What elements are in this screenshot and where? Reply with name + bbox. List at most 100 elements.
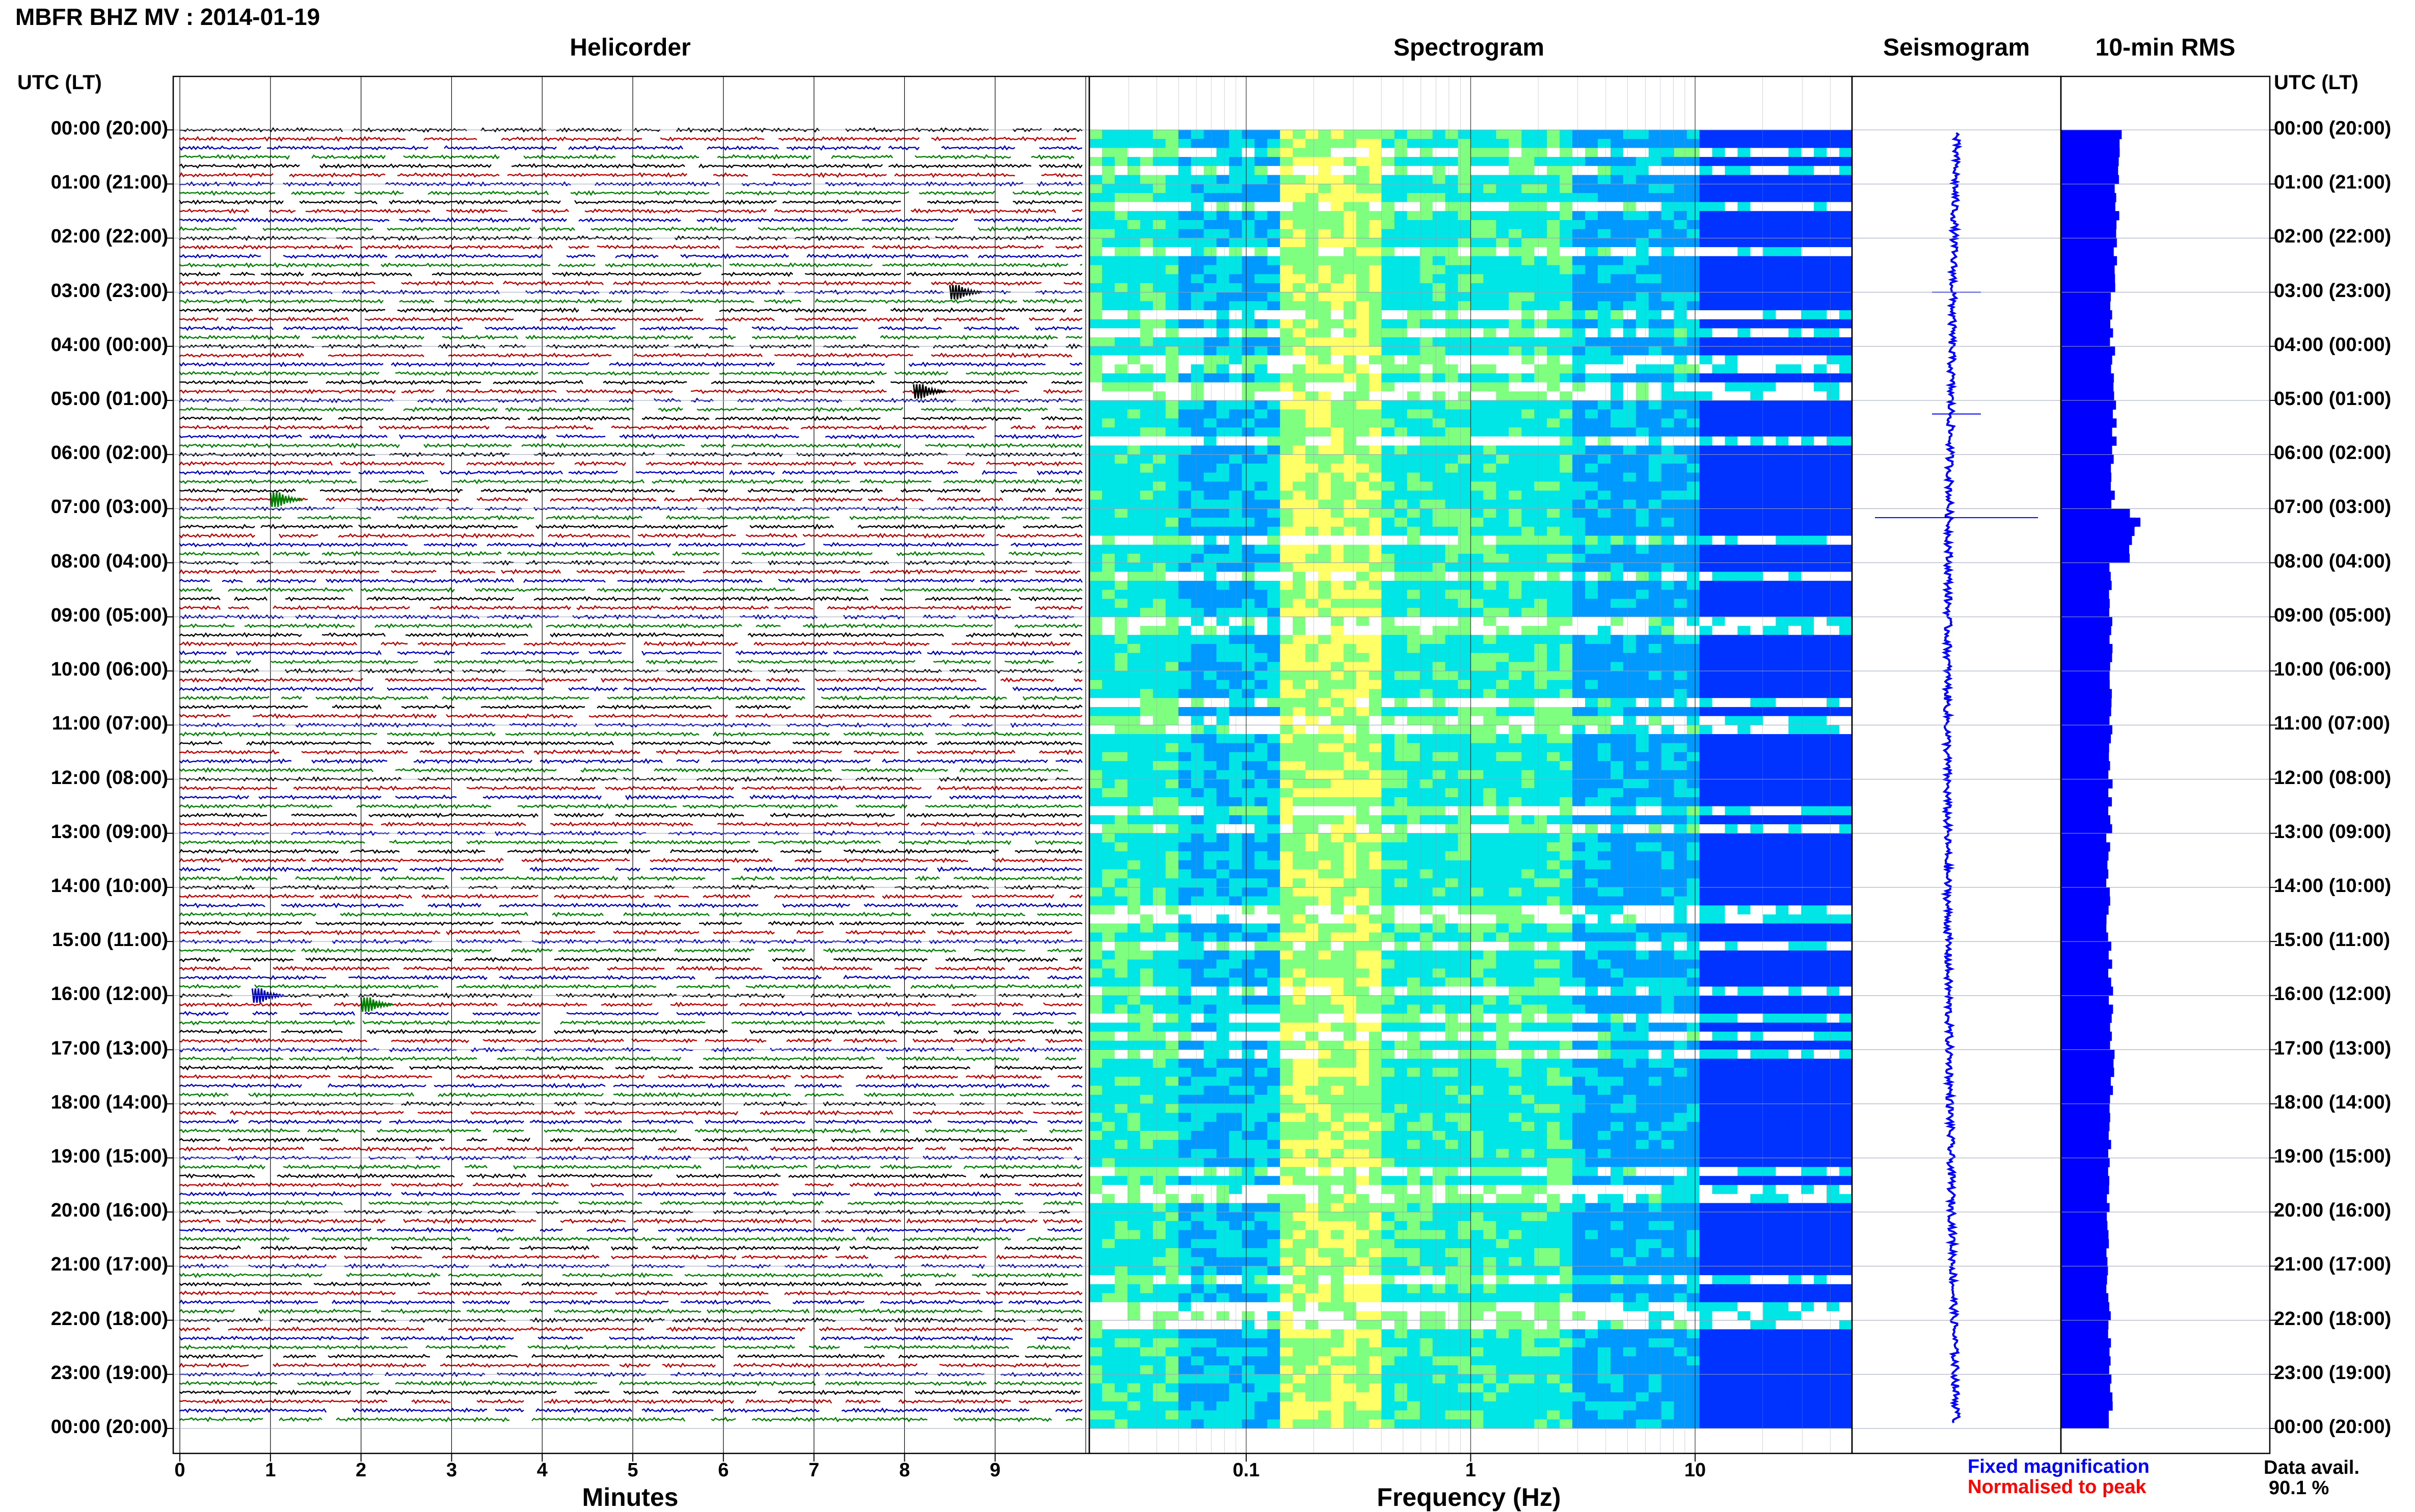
spectrogram-cell [1598,671,1611,681]
spectrogram-cell [1750,265,1763,275]
spectrogram-cell [1229,635,1242,644]
spectrogram-cell [1152,400,1166,410]
spectrogram-cell [1369,310,1382,320]
spectrogram-cell [1242,589,1255,599]
spectrogram-cell [1623,833,1636,843]
spectrogram-cell [1318,130,1331,140]
spectrogram-cell [1152,346,1166,356]
spectrogram-cell [1293,770,1306,779]
spectrogram-cell [1280,725,1293,735]
spectrogram-cell [1152,238,1166,248]
spectrogram-cell [1827,761,1840,771]
spectrogram-cell [1483,698,1496,708]
spectrogram-cell [1699,734,1713,744]
spectrogram-cell [1839,716,1853,725]
spectrogram-cell [1242,581,1255,590]
spectrogram-cell [1432,265,1446,275]
spectrogram-cell [1547,644,1560,654]
spectrogram-cell [1674,680,1687,689]
spectrogram-cell [1445,842,1459,852]
spectrogram-cell [1776,130,1789,140]
spectrogram-cell [1458,175,1471,184]
spectrogram-cell [1560,842,1573,852]
spectrogram-cell [1648,734,1662,744]
spectrogram-cell [1089,535,1103,545]
spectrogram-cell [1585,608,1598,617]
spectrogram-cell [1178,526,1192,536]
spectrogram-cell [1814,211,1827,221]
spectrogram-cell [1470,689,1484,698]
spectrogram-cell [1534,770,1547,779]
spectrogram-cell [1483,193,1496,202]
spectrogram-cell [1178,409,1192,419]
spectrogram-cell [1598,202,1611,211]
spectrogram-cell [1102,292,1115,302]
spectrogram-cell [1381,779,1395,789]
spectrogram-cell [1699,220,1713,230]
spectrogram-cell [1699,238,1713,248]
spectrogram-cell [1432,608,1446,617]
spectrogram-cell [1534,464,1547,473]
spectrogram-cell [1801,824,1814,834]
spectrogram-cell [1648,797,1662,806]
spectrogram-cell [1280,337,1293,347]
spectrogram-cell [1560,436,1573,446]
helicorder-trace [179,902,1083,909]
spectrogram-cell [1432,166,1446,175]
spectrogram-cell [1178,481,1192,491]
spectrogram-cell [1534,562,1547,572]
spectrogram-cell [1661,680,1675,689]
spectrogram-cell [1572,788,1586,798]
spectrogram-cell [1114,373,1128,383]
spectrogram-cell [1318,851,1331,861]
spectrogram-cell [1737,283,1751,292]
spectrogram-cell [1560,743,1573,752]
spectrogram-cell [1280,761,1293,771]
spectrogram-cell [1623,211,1636,221]
spectrogram-cell [1725,409,1738,419]
spectrogram-cell [1776,518,1789,527]
spectrogram-cell [1521,734,1535,744]
spectrogram-cell [1089,671,1103,681]
spectrogram-cell [1801,337,1814,347]
spectrogram-cell [1267,292,1280,302]
spectrogram-cell [1737,842,1751,852]
helicorder-trace [179,740,1083,746]
spectrogram-cell [1827,202,1840,211]
helicorder-trace [179,434,1083,440]
spectrogram-cell [1814,382,1827,392]
spectrogram-cell [1203,445,1217,455]
spectrogram-cell [1203,707,1217,716]
spectrogram-cell [1458,464,1471,473]
spectrogram-cell [1661,481,1675,491]
spectrogram-cell [1369,518,1382,527]
spectrogram-cell [1623,310,1636,320]
spectrogram-cell [1267,400,1280,410]
spectrogram-cell [1293,815,1306,825]
spectrogram-cell [1585,337,1598,347]
spectrogram-cell [1483,418,1496,428]
spectrogram-cell [1788,337,1802,347]
spectrogram-cell [1229,653,1242,662]
spectrogram-cell [1585,707,1598,716]
spectrogram-cell [1458,707,1471,716]
spectrogram-cell [1178,220,1192,230]
spectrogram-cell [1572,418,1586,428]
spectrogram-cell [1648,499,1662,509]
spectrogram-cell [1369,418,1382,428]
spectrogram-cell [1611,707,1624,716]
spectrogram-cell [1203,247,1217,257]
spectrogram-cell [1381,238,1395,248]
spectrogram-cell [1407,761,1420,771]
spectrogram-cell [1458,491,1471,500]
spectrogram-cell [1635,725,1649,735]
spectrogram-cell [1814,337,1827,347]
spectrogram-cell [1814,689,1827,698]
spectrogram-cell [1178,752,1192,762]
spectrogram-cell [1674,238,1687,248]
spectrogram-cell [1178,310,1192,320]
spectrogram-cell [1432,130,1446,140]
spectrogram-cell [1089,382,1103,392]
spectrogram-cell [1203,274,1217,284]
spectrogram-cell [1686,626,1700,635]
